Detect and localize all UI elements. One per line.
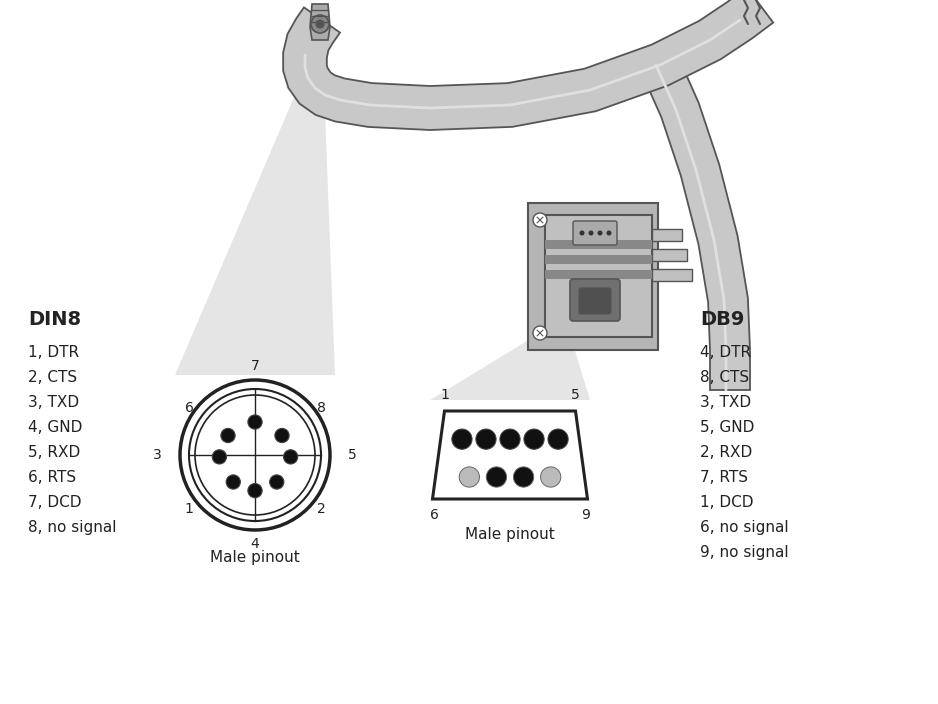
Text: 4, DTR: 4, DTR: [700, 345, 751, 360]
Polygon shape: [528, 203, 658, 350]
Circle shape: [452, 429, 472, 449]
Text: 4, GND: 4, GND: [28, 420, 83, 435]
Text: Male pinout: Male pinout: [210, 550, 300, 565]
Text: 8: 8: [316, 401, 325, 415]
Text: 6: 6: [185, 401, 193, 415]
Circle shape: [513, 467, 534, 487]
FancyBboxPatch shape: [579, 288, 611, 314]
Text: 3: 3: [153, 448, 162, 462]
Text: 1, DCD: 1, DCD: [700, 495, 753, 510]
Polygon shape: [545, 270, 652, 279]
Circle shape: [220, 428, 235, 443]
Polygon shape: [545, 240, 652, 249]
Circle shape: [580, 230, 584, 236]
Text: DIN8: DIN8: [28, 310, 81, 329]
Circle shape: [248, 415, 262, 429]
Text: 3, TXD: 3, TXD: [700, 395, 751, 410]
Polygon shape: [310, 4, 330, 40]
Circle shape: [486, 467, 507, 487]
Text: 7, RTS: 7, RTS: [700, 470, 748, 485]
Polygon shape: [545, 215, 652, 337]
Text: DB9: DB9: [700, 310, 745, 329]
Circle shape: [212, 450, 226, 464]
Circle shape: [598, 230, 602, 236]
Circle shape: [588, 230, 594, 236]
Text: 7: 7: [250, 360, 260, 374]
Circle shape: [524, 429, 544, 449]
Text: 8, no signal: 8, no signal: [28, 520, 116, 535]
Text: 7, DCD: 7, DCD: [28, 495, 82, 510]
Circle shape: [180, 380, 330, 530]
Circle shape: [540, 467, 561, 487]
FancyBboxPatch shape: [570, 279, 620, 321]
Text: 1: 1: [185, 502, 193, 516]
Circle shape: [316, 20, 324, 28]
Circle shape: [500, 429, 520, 449]
Text: 2: 2: [317, 502, 325, 516]
Text: 6: 6: [430, 508, 439, 522]
Polygon shape: [283, 0, 773, 130]
Polygon shape: [430, 318, 590, 400]
Polygon shape: [652, 269, 692, 281]
Polygon shape: [642, 57, 750, 390]
Circle shape: [607, 230, 612, 236]
Polygon shape: [652, 229, 682, 241]
FancyBboxPatch shape: [573, 221, 617, 245]
Text: 2, RXD: 2, RXD: [700, 445, 752, 460]
Circle shape: [226, 475, 240, 489]
Circle shape: [275, 428, 289, 443]
Text: 6, RTS: 6, RTS: [28, 470, 76, 485]
Text: 9: 9: [581, 508, 590, 522]
Polygon shape: [175, 32, 335, 375]
Text: 4: 4: [250, 536, 260, 551]
Circle shape: [533, 213, 547, 227]
Text: 8, CTS: 8, CTS: [700, 370, 749, 385]
Text: 1: 1: [440, 388, 449, 402]
Text: 5, GND: 5, GND: [700, 420, 754, 435]
Circle shape: [548, 429, 568, 449]
Text: 9, no signal: 9, no signal: [700, 545, 789, 560]
Text: 3, TXD: 3, TXD: [28, 395, 79, 410]
Polygon shape: [652, 249, 687, 261]
Circle shape: [460, 467, 479, 487]
Text: 5: 5: [348, 448, 356, 462]
Circle shape: [283, 450, 297, 464]
Text: 5: 5: [571, 388, 580, 402]
Text: Male pinout: Male pinout: [465, 527, 555, 542]
Polygon shape: [432, 411, 587, 499]
Circle shape: [476, 429, 496, 449]
Text: 6, no signal: 6, no signal: [700, 520, 789, 535]
Circle shape: [533, 326, 547, 340]
Circle shape: [311, 15, 329, 33]
Circle shape: [269, 475, 284, 489]
Circle shape: [195, 395, 315, 515]
Text: 1, DTR: 1, DTR: [28, 345, 79, 360]
Polygon shape: [545, 255, 652, 264]
Circle shape: [248, 484, 262, 498]
Text: 2, CTS: 2, CTS: [28, 370, 77, 385]
Text: 5, RXD: 5, RXD: [28, 445, 81, 460]
